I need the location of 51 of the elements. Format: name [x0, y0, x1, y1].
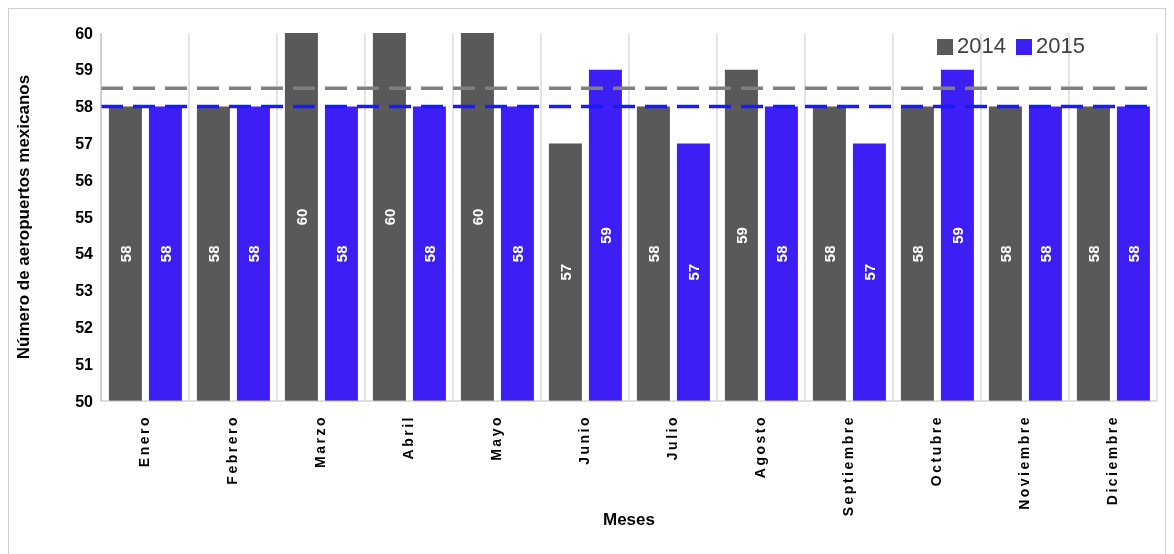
data-label: 58: [508, 245, 526, 263]
data-label: 58: [1124, 245, 1142, 263]
x-tick-label: Mayo: [487, 415, 504, 461]
y-tick-label: 60: [75, 24, 94, 42]
y-tick-label: 58: [75, 98, 94, 116]
x-tick-label: Abril: [399, 415, 416, 460]
x-tick-label: Octubre: [927, 415, 944, 487]
y-tick-label: 51: [75, 355, 94, 373]
x-tick-label: Febrero: [223, 415, 240, 485]
x-tick-label: Junio: [575, 415, 592, 465]
data-label: 58: [1036, 245, 1054, 263]
x-tick-label: Enero: [135, 415, 152, 468]
data-label: 58: [156, 245, 174, 263]
y-tick-label: 55: [75, 208, 94, 226]
data-label: 57: [684, 263, 702, 281]
data-label: 58: [996, 245, 1014, 263]
data-label: 57: [556, 263, 574, 281]
y-tick-label: 52: [75, 319, 94, 337]
y-tick-label: 57: [75, 135, 94, 153]
data-label: 58: [204, 245, 222, 263]
y-tick-label: 56: [75, 171, 94, 189]
data-label: 58: [820, 245, 838, 263]
data-label: 58: [908, 245, 926, 263]
x-tick-label: Marzo: [311, 415, 328, 468]
x-tick-label: Noviembre: [1015, 415, 1032, 510]
y-tick-label: 50: [75, 392, 94, 410]
data-label: 57: [860, 263, 878, 281]
x-tick-label: Diciembre: [1103, 415, 1120, 506]
y-tick-label: 54: [75, 245, 94, 263]
legend-label: 2014: [957, 33, 1007, 58]
data-label: 58: [772, 245, 790, 263]
data-label: 58: [420, 245, 438, 263]
data-label: 58: [332, 245, 350, 263]
x-tick-label: Julio: [663, 415, 680, 461]
data-label: 58: [644, 245, 662, 263]
data-label: 58: [116, 245, 134, 263]
data-label: 60: [468, 208, 486, 226]
y-tick-label: 53: [75, 282, 94, 300]
data-label: 59: [596, 227, 614, 244]
x-tick-label: Agosto: [751, 415, 768, 479]
data-label: 60: [292, 208, 310, 226]
data-label: 58: [1084, 245, 1102, 263]
data-label: 58: [244, 245, 262, 263]
data-label: 60: [380, 208, 398, 226]
y-axis-title: Número de aeropuertos mexicanos: [14, 74, 34, 360]
legend-label: 2015: [1036, 33, 1085, 58]
x-tick-label: Septiembre: [839, 415, 856, 517]
y-tick-label: 59: [75, 61, 94, 79]
x-axis-title: Meses: [603, 510, 655, 529]
data-label: 59: [948, 227, 966, 244]
data-label: 59: [732, 227, 750, 244]
